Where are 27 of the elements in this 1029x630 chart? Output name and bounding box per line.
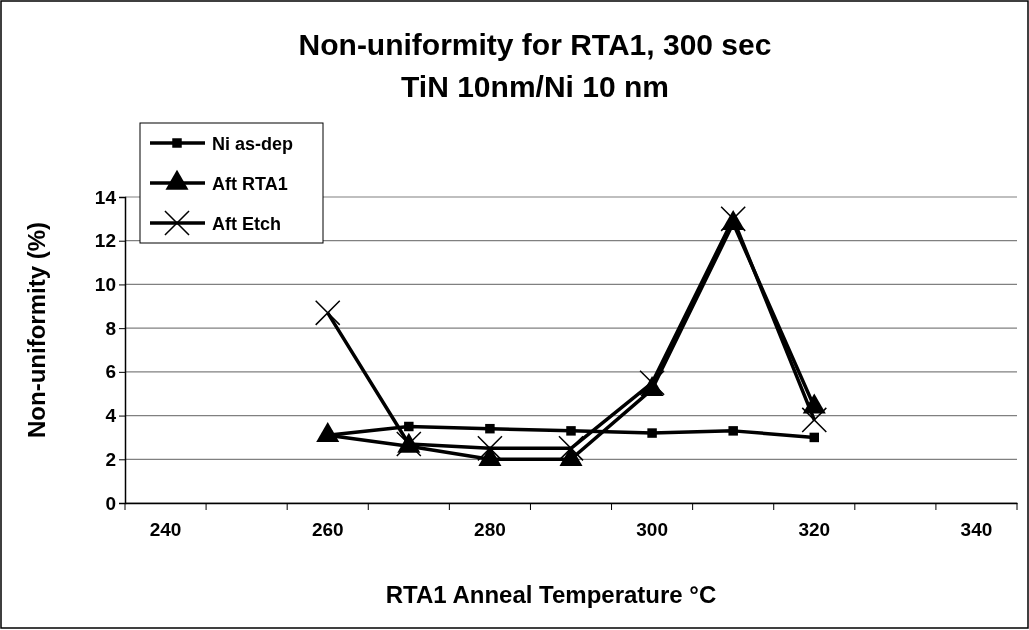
x-tick-label: 340 <box>960 519 993 541</box>
x-tick-label: 320 <box>798 519 831 541</box>
x-tick-label: 300 <box>636 519 668 541</box>
point <box>314 300 341 326</box>
legend-label: Ni as-dep <box>212 134 294 154</box>
point <box>485 423 495 434</box>
point <box>728 426 738 436</box>
y-tick-label: 10 <box>94 274 116 296</box>
point <box>404 421 414 432</box>
y-tick-label: 4 <box>105 405 117 427</box>
y-tick-label: 14 <box>94 186 117 208</box>
y-tick-label: 2 <box>105 448 116 470</box>
x-axis-title: RTA1 Anneal Temperature °C <box>385 581 717 608</box>
y-tick-label: 0 <box>105 492 116 514</box>
x-tick-label: 280 <box>474 519 506 541</box>
y-tick-label: 6 <box>105 361 116 383</box>
legend-label: Aft Etch <box>212 214 281 234</box>
y-tick-label: 12 <box>94 230 116 252</box>
legend-label: Aft RTA1 <box>212 174 288 194</box>
y-tick-label: 8 <box>105 317 116 339</box>
point <box>566 426 576 436</box>
y-axis-title: Non-uniformity (%) <box>23 222 50 438</box>
x-tick-label: 240 <box>149 519 182 541</box>
point <box>809 432 820 443</box>
x-tick-label: 260 <box>311 519 344 541</box>
chart-title: Non-uniformity for RTA1, 300 sec TiN 10nm/Ni 10 nm <box>298 28 772 103</box>
point <box>647 428 657 438</box>
